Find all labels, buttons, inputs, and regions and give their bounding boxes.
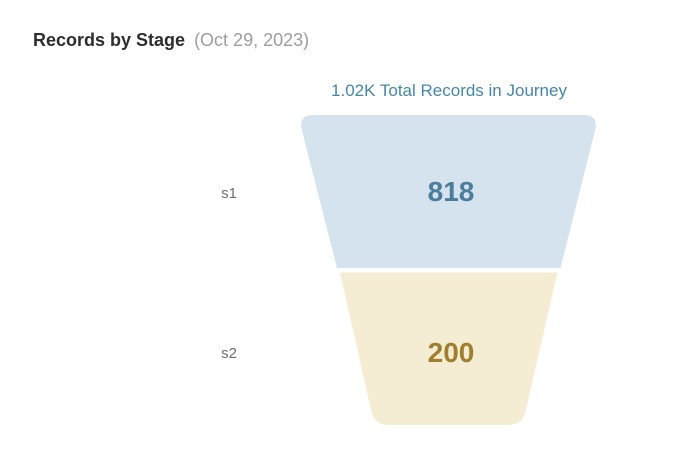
stage-value-s2: 200 <box>427 337 475 368</box>
stage-value-s1: 818 <box>427 176 475 207</box>
funnel-stage-s2-shape[interactable] <box>340 272 558 426</box>
funnel-stage-s1-shape[interactable] <box>301 115 596 268</box>
stage-label-s2: s2 <box>221 345 237 362</box>
page-title: Records by Stage <box>33 30 186 50</box>
stage-label-s1: s1 <box>221 185 237 202</box>
funnel-total-title: 1.02K Total Records in Journey <box>331 81 567 100</box>
page-date: (Oct 29, 2023) <box>194 30 310 50</box>
card-header: Records by Stage (Oct 29, 2023) <box>33 29 309 51</box>
